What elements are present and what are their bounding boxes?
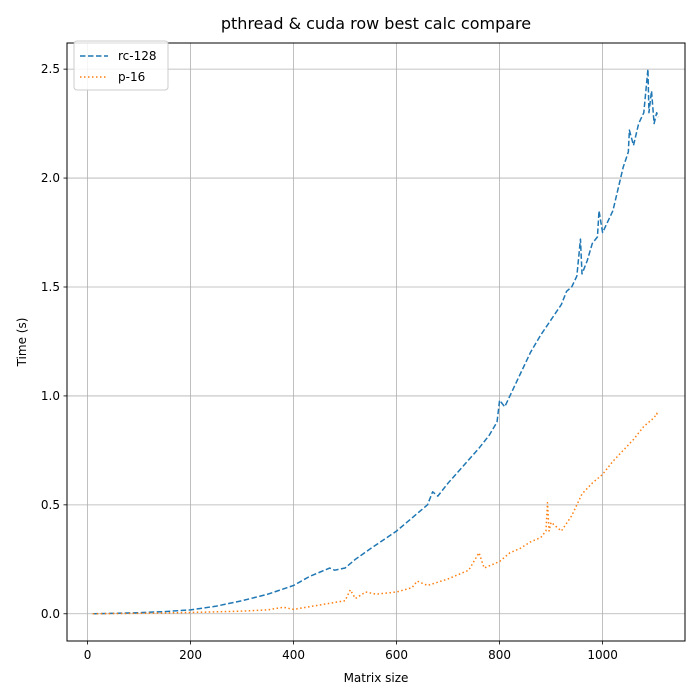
legend-label-rc-128: rc-128 — [118, 49, 157, 63]
x-tick-label: 400 — [282, 648, 305, 662]
x-tick-label: 200 — [179, 648, 202, 662]
y-tick-label: 2.0 — [41, 171, 60, 185]
y-tick-label: 0.5 — [41, 498, 60, 512]
y-tick-label: 0.0 — [41, 607, 60, 621]
axis-ticks: 0 200 400 600 800 1000 0.0 0.5 1.0 1.5 2.0 2.5 — [41, 62, 618, 662]
x-axis-label: Matrix size — [344, 671, 409, 685]
y-tick-label: 1.0 — [41, 389, 60, 403]
series-line-p-16 — [92, 412, 659, 615]
y-tick-label: 2.5 — [41, 62, 60, 76]
legend: rc-128 p-16 — [73, 40, 169, 91]
x-tick-label: 0 — [84, 648, 92, 662]
x-tick-label: 1000 — [587, 648, 618, 662]
x-tick-label: 600 — [385, 648, 408, 662]
y-tick-label: 1.5 — [41, 280, 60, 294]
legend-label-p-16: p-16 — [118, 70, 145, 84]
y-axis-label: Time (s) — [15, 318, 29, 368]
series-lines — [92, 68, 659, 615]
grid-lines — [67, 43, 685, 641]
series-line-rc-128 — [92, 68, 659, 615]
chart-title: pthread & cuda row best calc compare — [221, 14, 531, 33]
x-tick-label: 800 — [488, 648, 511, 662]
plot-area-frame — [66, 42, 686, 642]
